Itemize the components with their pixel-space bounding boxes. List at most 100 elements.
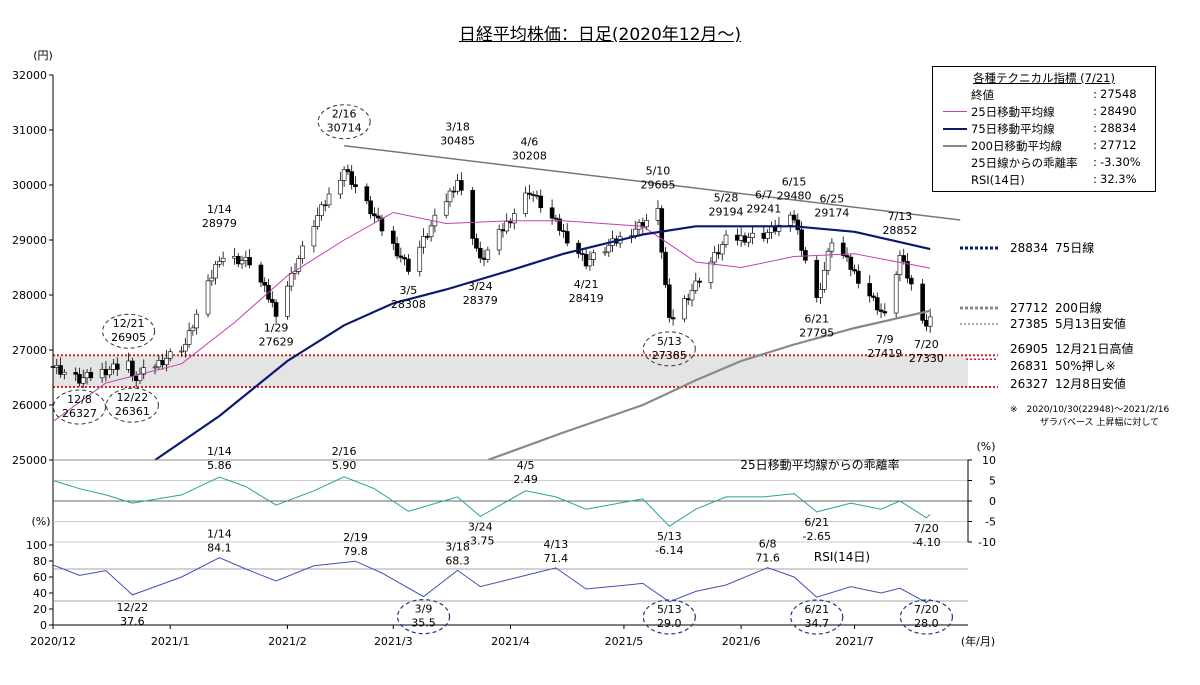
candle-body bbox=[288, 273, 294, 287]
candle-body bbox=[235, 255, 241, 265]
ma75-line bbox=[154, 225, 931, 461]
annotation-date: 5/10 bbox=[646, 164, 671, 177]
annotation-value: 29480 bbox=[777, 190, 812, 203]
candle-body bbox=[481, 257, 487, 260]
rsi-annotation-ellipse bbox=[790, 599, 844, 635]
rsi-annotation-ellipse bbox=[642, 599, 696, 635]
annotation-date: 6/25 bbox=[820, 192, 845, 205]
annotation-value: 37.6 bbox=[120, 615, 145, 628]
right-label-text: 50%押し※ bbox=[1055, 359, 1116, 373]
annotation-date: 12/8 bbox=[67, 393, 92, 406]
candle-body bbox=[160, 360, 165, 366]
price-y-tick-label: 31000 bbox=[12, 124, 47, 137]
annotation-date: 12/22 bbox=[117, 391, 149, 404]
deviation-annotation: 7/20-4.10 bbox=[912, 522, 940, 549]
rsi-annotation: 3/935.5 bbox=[396, 598, 451, 635]
rsi-y-tick-label: 100 bbox=[26, 539, 47, 552]
candle-body bbox=[285, 285, 290, 317]
candle-body bbox=[874, 297, 880, 311]
candle-body bbox=[99, 369, 105, 379]
annotation-date: 1/14 bbox=[207, 203, 232, 216]
candle-body bbox=[750, 232, 755, 238]
candle-body bbox=[164, 357, 169, 366]
candle-body bbox=[602, 251, 608, 254]
annotation-date: 7/20 bbox=[914, 338, 939, 351]
candle-body bbox=[322, 204, 328, 207]
candle-body bbox=[179, 350, 184, 353]
price-y-tick-label: 32000 bbox=[12, 69, 47, 82]
legend-row-colon: : bbox=[1093, 87, 1097, 101]
annotation-date: 3/9 bbox=[415, 603, 433, 616]
annotation-value: 5.86 bbox=[207, 459, 232, 472]
candle-body bbox=[141, 367, 147, 375]
annotation-date: 4/6 bbox=[521, 136, 539, 149]
annotation-ellipse bbox=[105, 387, 159, 423]
annotation-date: 6/8 bbox=[759, 538, 777, 551]
annotation-value: -3.75 bbox=[466, 534, 494, 547]
candle-body bbox=[390, 230, 396, 244]
candle-body bbox=[183, 344, 188, 352]
annotation-value: 27795 bbox=[799, 326, 834, 339]
candle-body bbox=[394, 243, 400, 257]
legend-row-name: 75日移動平均線 bbox=[971, 122, 1055, 136]
legend-row-colon: : bbox=[1093, 121, 1097, 135]
candle-body bbox=[269, 299, 275, 303]
annotation-date: 4/5 bbox=[517, 459, 535, 472]
rsi-y-tick-label: 40 bbox=[33, 587, 47, 600]
deviation-annotation: 6/21-2.65 bbox=[803, 516, 831, 543]
annotation-value: 30485 bbox=[440, 134, 475, 147]
candle-body bbox=[243, 257, 249, 261]
candle-body bbox=[655, 208, 661, 221]
candle-body bbox=[848, 256, 854, 270]
candle-body bbox=[878, 309, 884, 312]
x-tick-label: 2021/3 bbox=[374, 635, 413, 648]
candle-body bbox=[217, 261, 222, 265]
candle-body bbox=[644, 220, 649, 228]
candle-body bbox=[54, 365, 60, 368]
candle-body bbox=[803, 250, 808, 261]
right-label: 27385 5月13日安値 bbox=[960, 316, 1126, 331]
candle-body bbox=[712, 252, 717, 263]
annotation-date: 3/24 bbox=[468, 280, 493, 293]
candle-body bbox=[296, 258, 302, 272]
annotation-value: 29241 bbox=[746, 203, 781, 216]
right-label-text: 75日線 bbox=[1055, 240, 1094, 255]
candle-body bbox=[534, 194, 540, 197]
deviation-annotation: 3/24-3.75 bbox=[466, 520, 494, 547]
right-label: 26905 12月21日高値 bbox=[1010, 341, 1134, 356]
annotation-value: 27419 bbox=[867, 347, 902, 360]
candle-body bbox=[425, 236, 430, 238]
candle-body bbox=[130, 360, 135, 377]
deviation-y-tick-label: 0 bbox=[989, 495, 996, 508]
deviation-panel-title: 25日移動平均線からの乖離率 bbox=[740, 457, 899, 472]
footnote-line1: ※ 2020/10/30(22948)～2021/2/16 bbox=[1010, 405, 1169, 415]
candle-body bbox=[114, 363, 120, 370]
annotation-date: 5/28 bbox=[714, 191, 739, 204]
x-tick-label: 2021/2 bbox=[268, 635, 307, 648]
candle-body bbox=[133, 375, 139, 381]
candle-body bbox=[232, 255, 237, 259]
legend-row-name: 25日線からの乖離率 bbox=[971, 156, 1078, 170]
price-y-unit: (円) bbox=[33, 49, 53, 62]
candle-body bbox=[186, 330, 192, 345]
legend-row-name: 終値 bbox=[971, 88, 994, 102]
legend-row-name: 25日移動平均線 bbox=[971, 105, 1055, 119]
annotation-date: 5/13 bbox=[657, 530, 682, 543]
annotation-date: 3/5 bbox=[400, 284, 418, 297]
annotation-date: 7/9 bbox=[876, 333, 894, 346]
candle-body bbox=[428, 225, 434, 237]
candle-body bbox=[927, 316, 933, 327]
candle-body bbox=[345, 169, 351, 172]
candle-body bbox=[840, 242, 846, 256]
candle-body bbox=[213, 263, 218, 279]
candle-body bbox=[905, 261, 910, 279]
candle-body bbox=[88, 372, 94, 379]
x-tick-label: 2021/1 bbox=[151, 635, 190, 648]
